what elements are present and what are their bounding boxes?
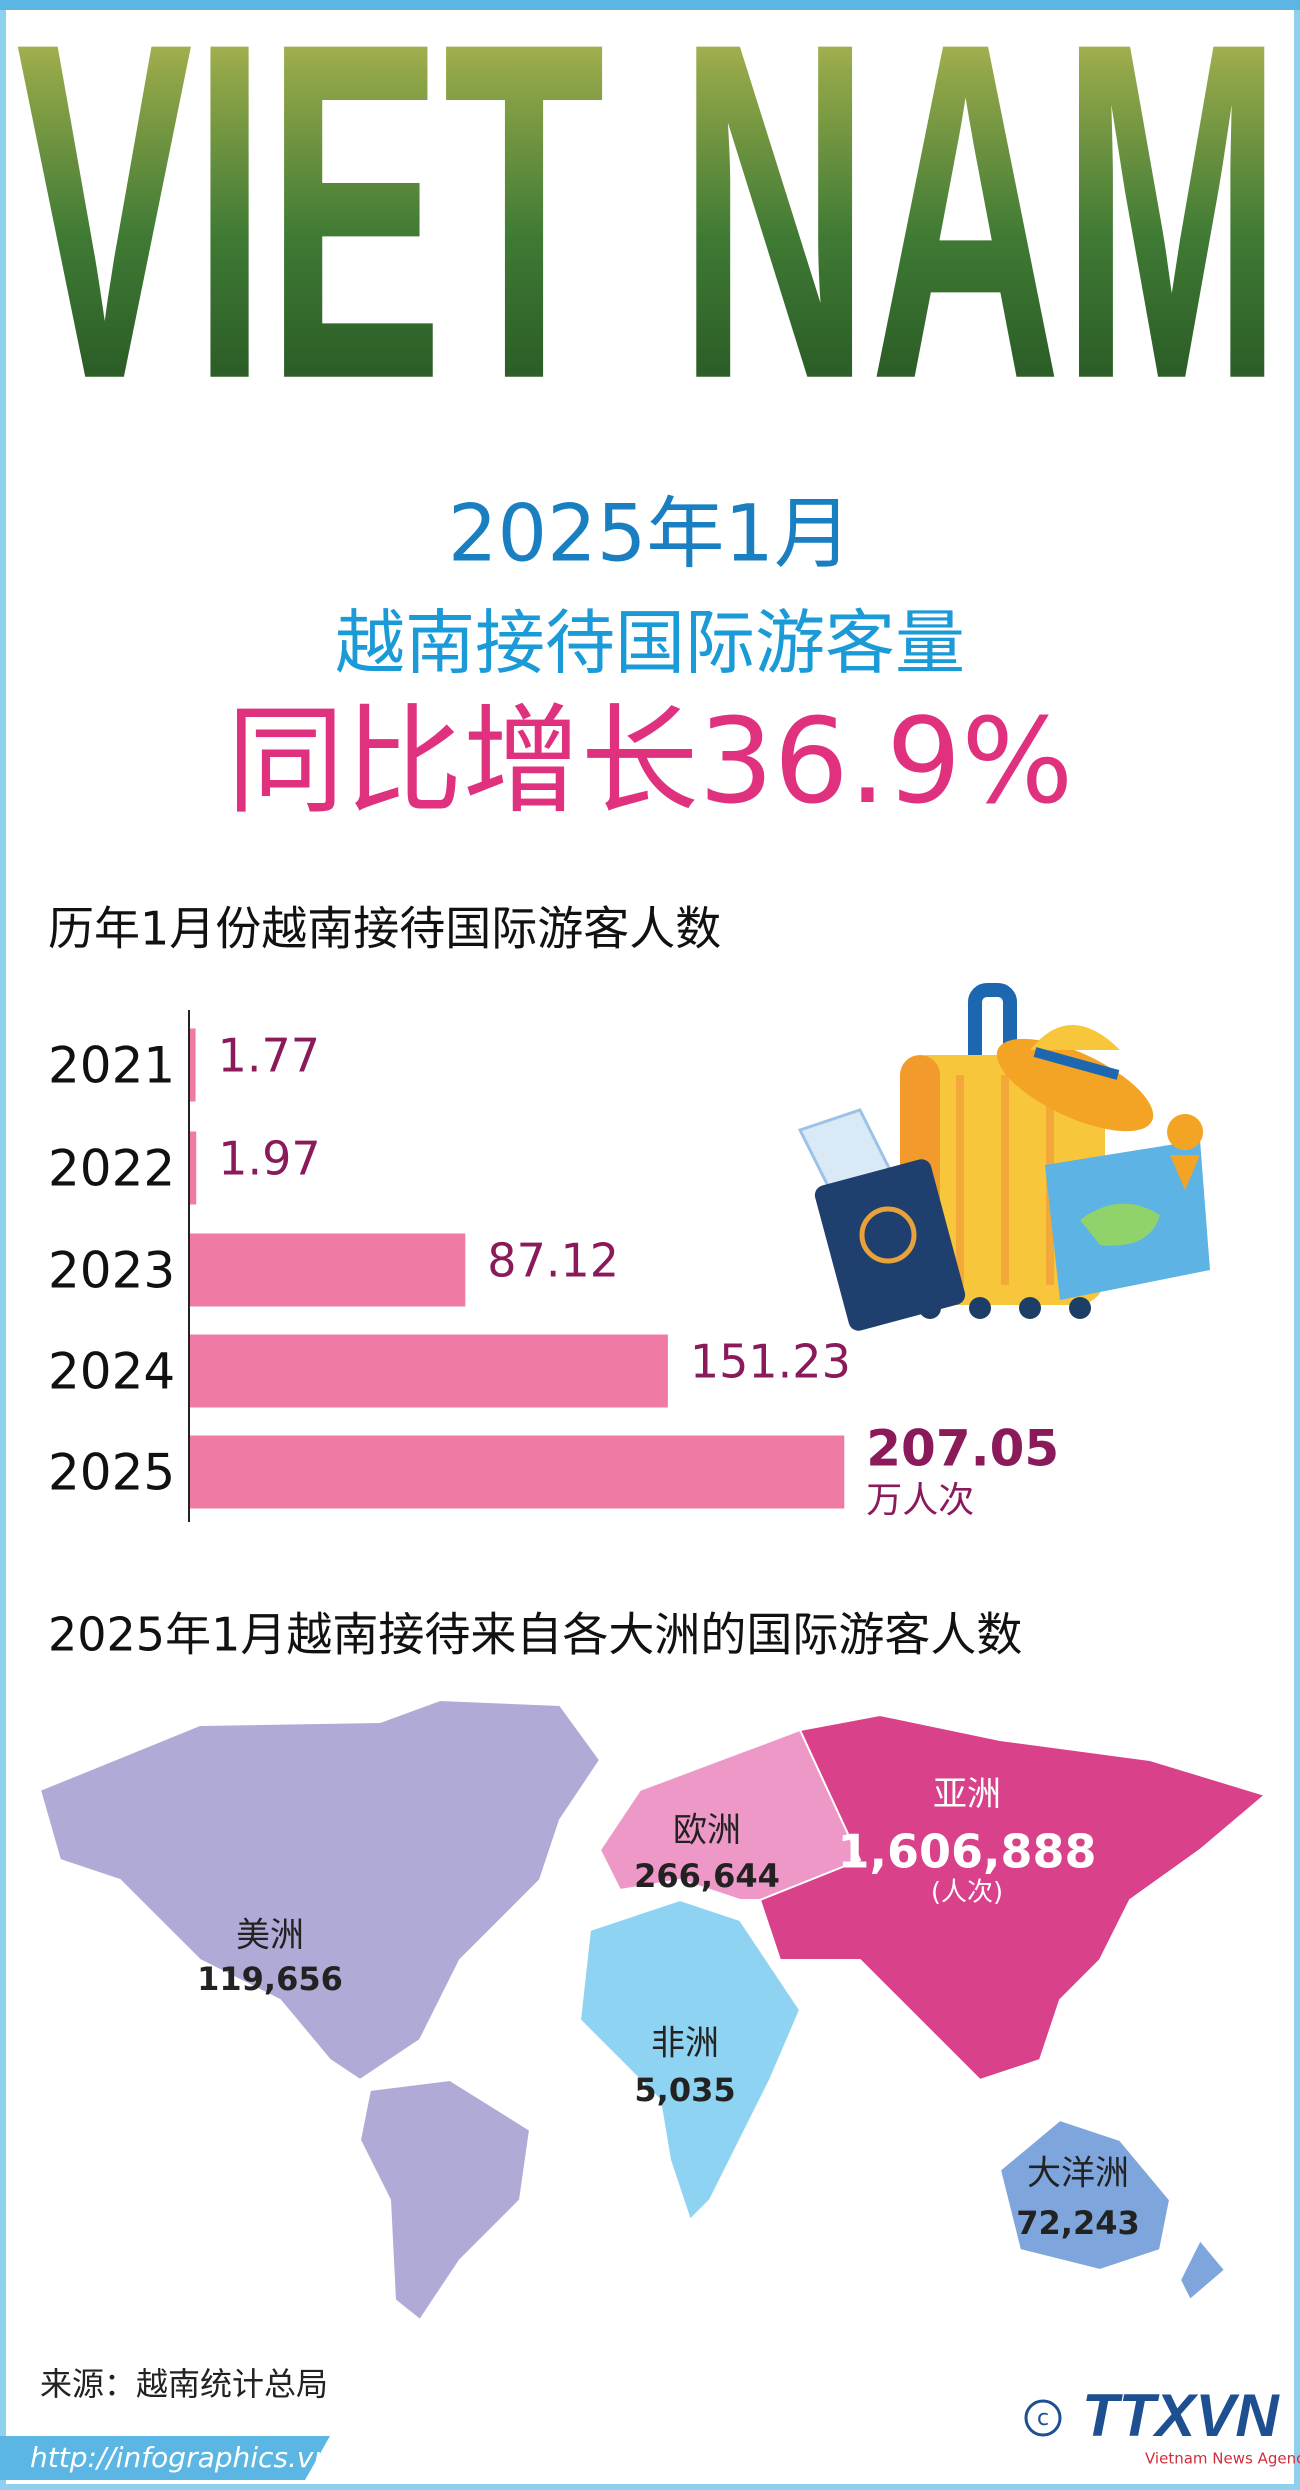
continent-name: 欧洲 bbox=[673, 1811, 741, 1851]
bar bbox=[190, 1028, 196, 1102]
unit-label: 万人次 bbox=[866, 1480, 974, 1521]
continent bbox=[998, 2118, 1227, 2302]
headline-date: 2025年1月 bbox=[448, 489, 852, 579]
headline-subject: 越南接待国际游客量 bbox=[335, 602, 965, 684]
value-label: 151.23 bbox=[690, 1335, 851, 1389]
continent-value: 119,656 bbox=[197, 1960, 343, 1998]
continent-name: 美洲 bbox=[236, 1916, 304, 1956]
category-label: 2025 bbox=[48, 1444, 175, 1502]
value-label: 87.12 bbox=[487, 1234, 619, 1288]
continent-value: 72,243 bbox=[1016, 2204, 1139, 2242]
chart-title: 历年1月份越南接待国际游客人数 bbox=[48, 902, 721, 956]
category-label: 2021 bbox=[48, 1037, 175, 1095]
logo: TTXVN bbox=[1082, 2382, 1280, 2449]
unit-note: (人次) bbox=[931, 1878, 1003, 1908]
bar bbox=[190, 1233, 466, 1307]
logo-subtitle: Vietnam News Agency bbox=[1145, 2450, 1300, 2468]
value-label: 1.77 bbox=[218, 1029, 320, 1083]
bar bbox=[190, 1435, 845, 1509]
bar bbox=[190, 1334, 668, 1408]
travel-illustration bbox=[797, 983, 1210, 1331]
continent bbox=[578, 1898, 802, 2222]
map-title: 2025年1月越南接待来自各大洲的国际游客人数 bbox=[48, 1608, 1022, 1662]
continent-value: 266,644 bbox=[634, 1857, 780, 1895]
continent-value: 1,606,888 bbox=[838, 1825, 1097, 1879]
continent-value: 5,035 bbox=[634, 2071, 735, 2109]
continent-name: 亚洲 bbox=[933, 1775, 1001, 1815]
category-label: 2022 bbox=[48, 1140, 175, 1198]
url: http://infographics.vn bbox=[30, 2441, 331, 2474]
copyright-ring bbox=[1024, 2399, 1062, 2437]
url-strip bbox=[0, 2436, 330, 2480]
continent-name: 大洋洲 bbox=[1027, 2154, 1129, 2194]
category-label: 2023 bbox=[48, 1242, 175, 1300]
category-label: 2024 bbox=[48, 1343, 175, 1401]
headline-growth: 同比增长36.9% bbox=[227, 692, 1074, 830]
continent bbox=[758, 1713, 1268, 2082]
copyright-c: c bbox=[1037, 2406, 1049, 2431]
bar bbox=[190, 1131, 197, 1205]
source: 来源：越南统计总局 bbox=[40, 2365, 328, 2403]
continent-name: 非洲 bbox=[651, 2024, 719, 2064]
value-label: 1.97 bbox=[218, 1132, 320, 1186]
top-strip bbox=[0, 0, 1300, 10]
banner: VIET NAM bbox=[16, 0, 1282, 479]
continent bbox=[38, 1698, 602, 2322]
world-map: 美洲 119,656 欧洲 266,644 亚洲 1,606,888(人次) 非洲 5,035… bbox=[38, 1698, 1268, 2322]
value-label: 207.05 bbox=[866, 1420, 1059, 1478]
